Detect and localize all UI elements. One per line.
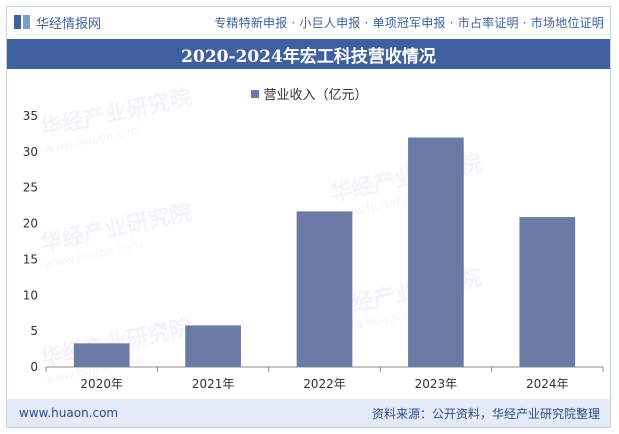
y-tick-label: 0: [30, 360, 38, 374]
footer-site-link[interactable]: www.huaon.com: [19, 406, 119, 420]
bar: [185, 325, 241, 367]
y-tick-label: 5: [30, 324, 38, 338]
brand-name: 华经情报网: [36, 16, 102, 32]
legend-label: 营业收入（亿元）: [263, 88, 368, 103]
x-tick-label: 2024年: [526, 377, 569, 391]
bar: [296, 211, 353, 367]
legend-swatch: [251, 89, 260, 98]
x-tick-label: 2020年: [80, 377, 123, 391]
chart-title: 2020-2024年宏工科技营收情况: [7, 39, 610, 69]
y-tick-label: 30: [23, 145, 38, 159]
top-bar: 华经情报网 专精特新申报 · 小巨人申报 · 单项冠军申报 · 市占率证明 · …: [7, 7, 610, 37]
bar: [408, 137, 464, 367]
y-tick-label: 25: [23, 181, 38, 195]
footer: www.huaon.com 资料来源：公开资料，华经产业研究院整理: [7, 399, 610, 427]
x-tick-label: 2022年: [303, 377, 346, 391]
x-tick-label: 2023年: [415, 377, 458, 391]
footer-source: 资料来源：公开资料，华经产业研究院整理: [371, 406, 600, 421]
y-tick-label: 15: [23, 252, 38, 266]
x-tick-label: 2021年: [192, 377, 235, 391]
brand[interactable]: 华经情报网: [13, 13, 101, 32]
legend: 营业收入（亿元）: [0, 84, 619, 103]
bar: [519, 217, 576, 367]
bar: [73, 343, 130, 367]
y-tick-label: 20: [23, 217, 38, 231]
services-list: 专精特新申报 · 小巨人申报 · 单项冠军申报 · 市占率证明 · 市场地位证明: [214, 15, 604, 30]
y-tick-label: 10: [23, 288, 38, 302]
y-tick-label: 35: [23, 109, 38, 123]
brand-logo-icon: [14, 15, 30, 29]
